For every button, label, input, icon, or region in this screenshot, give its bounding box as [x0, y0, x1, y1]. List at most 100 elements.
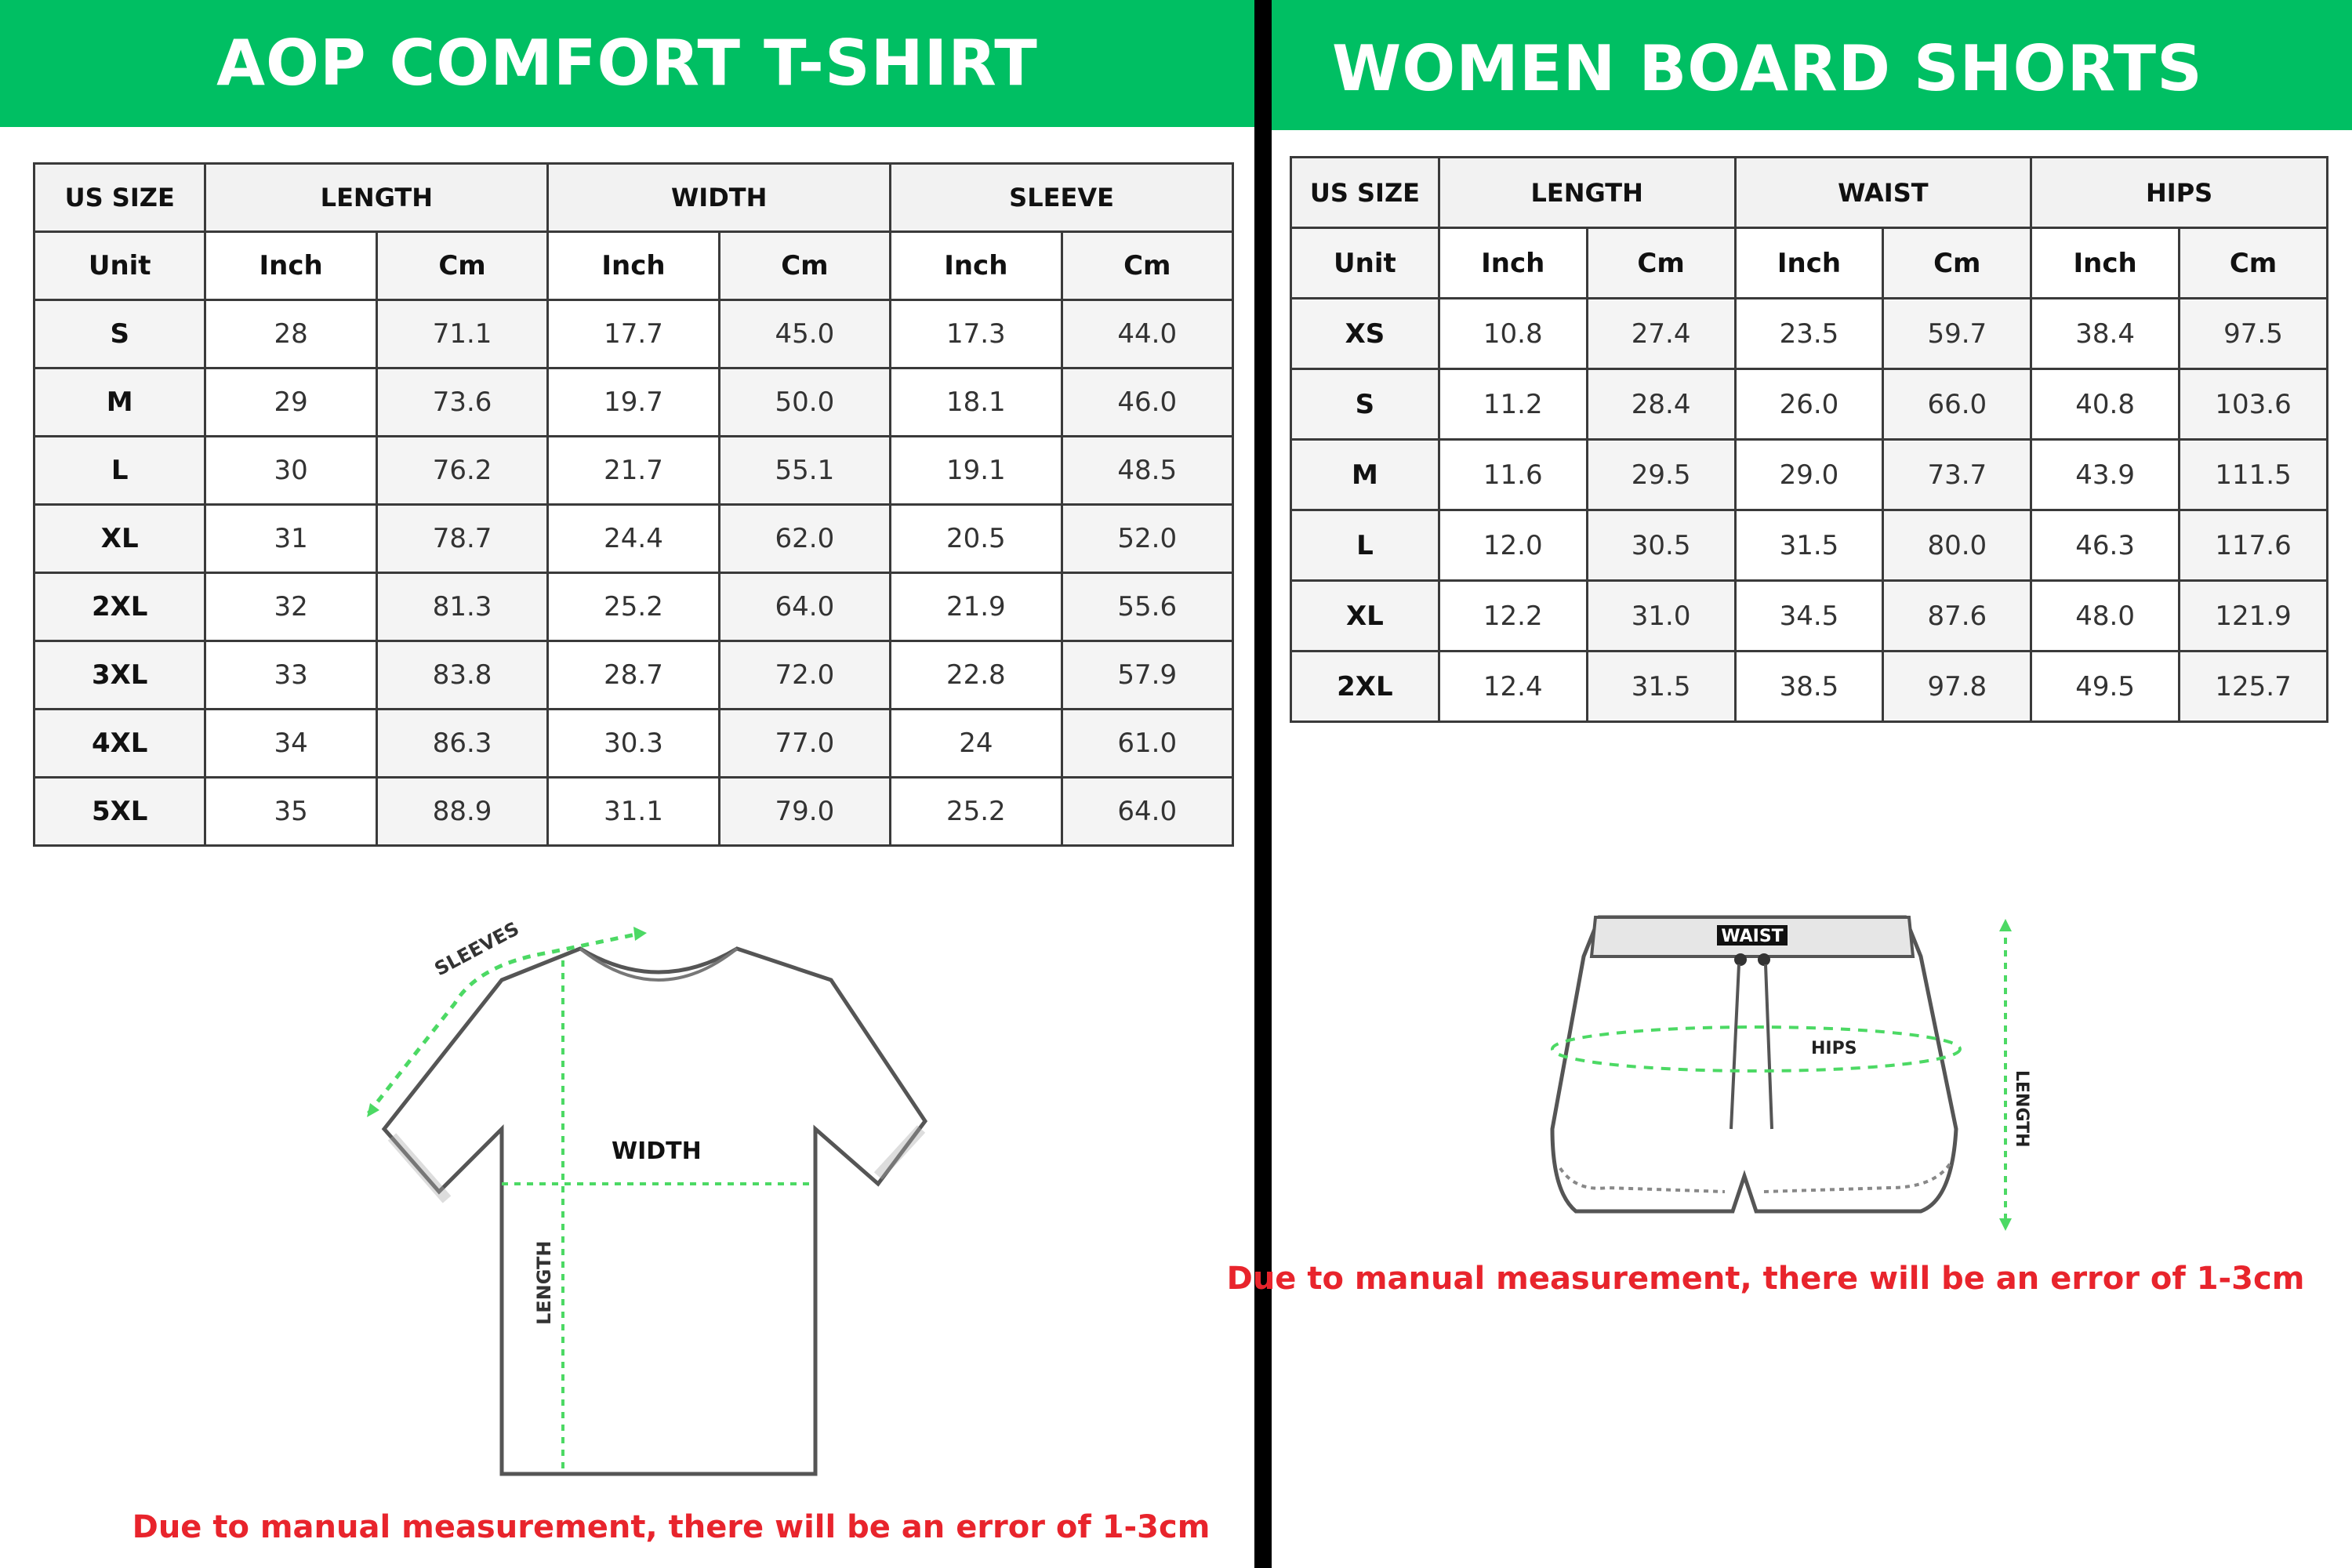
shorts-size-table: US SIZE LENGTH WAIST HIPS Unit Inch Cm Inch Cm In…: [1290, 156, 2328, 723]
value-cell: 83.8: [375, 640, 550, 710]
shorts-diagram: WAIST HIPS LENGTH: [1550, 915, 2031, 1231]
value-cell: 32: [204, 572, 378, 642]
unit-header: Cm: [1585, 227, 1737, 299]
column-header: US SIZE: [32, 162, 207, 233]
value-cell: 78.7: [375, 503, 550, 574]
size-cell: S: [32, 299, 207, 369]
value-cell: 11.2: [1437, 368, 1588, 441]
value-cell: 111.5: [2178, 438, 2328, 511]
size-cell: M: [1290, 438, 1440, 511]
value-cell: 33: [204, 640, 378, 710]
unit-header: Cm: [375, 230, 550, 301]
length-label: LENGTH: [533, 1240, 555, 1325]
value-cell: 19.1: [889, 435, 1063, 506]
unit-header: Inch: [2030, 227, 2181, 299]
value-cell: 29.0: [1733, 438, 1885, 511]
value-cell: 28.4: [1585, 368, 1737, 441]
value-cell: 35: [204, 776, 378, 847]
table-row: S 28 71.1 17.7 45.0 17.3 44.0: [32, 299, 1235, 369]
value-cell: 81.3: [375, 572, 550, 642]
table-row: 4XL 34 86.3 30.3 77.0 24 61.0: [32, 708, 1235, 779]
unit-header: Cm: [1882, 227, 2033, 299]
value-cell: 87.6: [1882, 579, 2033, 652]
column-header: LENGTH: [204, 162, 550, 233]
value-cell: 64.0: [717, 572, 892, 642]
table-row: S 11.2 28.4 26.0 66.0 40.8 103.6: [1290, 368, 2328, 441]
header-row: US SIZE LENGTH WIDTH SLEEVE: [32, 162, 1234, 233]
value-cell: 17.7: [546, 299, 720, 369]
column-header: WAIST: [1733, 156, 2033, 229]
waist-label: WAIST: [1721, 927, 1783, 946]
unit-header: Inch: [889, 230, 1063, 301]
value-cell: 28.7: [546, 640, 720, 710]
column-header: US SIZE: [1290, 156, 1440, 229]
value-cell: 21.7: [546, 435, 720, 506]
value-cell: 66.0: [1882, 368, 2033, 441]
value-cell: 29: [204, 367, 378, 437]
value-cell: 48.5: [1060, 435, 1235, 506]
value-cell: 50.0: [717, 367, 892, 437]
value-cell: 43.9: [2030, 438, 2181, 511]
value-cell: 12.2: [1437, 579, 1588, 652]
value-cell: 34: [204, 708, 378, 779]
table-row: XL 12.2 31.0 34.5 87.6 48.0 121.9: [1290, 579, 2328, 652]
table-row: 3XL 33 83.8 28.7 72.0 22.8 57.9: [32, 640, 1235, 710]
table-row: L 30 76.2 21.7 55.1 19.1 48.5: [32, 435, 1235, 506]
size-cell: S: [1290, 368, 1440, 441]
size-cell: XL: [1290, 579, 1440, 652]
value-cell: 73.6: [375, 367, 550, 437]
header-row: US SIZE LENGTH WAIST HIPS: [1290, 156, 2328, 229]
value-cell: 19.7: [546, 367, 720, 437]
value-cell: 72.0: [717, 640, 892, 710]
unit-header: Cm: [2178, 227, 2328, 299]
shorts-title: WOMEN BOARD SHORTS: [1272, 0, 2352, 130]
measurement-note: Due to manual measurement, there will be…: [1226, 1261, 2305, 1297]
value-cell: 49.5: [2030, 650, 2181, 723]
column-header: WIDTH: [546, 162, 892, 233]
unit-header: Inch: [1437, 227, 1588, 299]
value-cell: 125.7: [2178, 650, 2328, 723]
tshirt-diagram: SLEEVES WIDTH LENGTH: [367, 917, 928, 1476]
value-cell: 97.5: [2178, 297, 2328, 370]
value-cell: 79.0: [717, 776, 892, 847]
value-cell: 17.3: [889, 299, 1063, 369]
width-label: WIDTH: [612, 1138, 702, 1165]
value-cell: 55.6: [1060, 572, 1235, 642]
size-cell: 3XL: [32, 640, 207, 710]
tshirt-size-table: US SIZE LENGTH WIDTH SLEEVE Unit Inch Cm Inch Cm…: [32, 162, 1235, 847]
value-cell: 24: [889, 708, 1063, 779]
value-cell: 27.4: [1585, 297, 1737, 370]
size-cell: 2XL: [32, 572, 207, 642]
hips-label: HIPS: [1811, 1039, 1857, 1058]
value-cell: 57.9: [1060, 640, 1235, 710]
column-header: SLEEVE: [889, 162, 1234, 233]
value-cell: 38.5: [1733, 650, 1885, 723]
value-cell: 22.8: [889, 640, 1063, 710]
size-cell: 5XL: [32, 776, 207, 847]
value-cell: 80.0: [1882, 509, 2033, 582]
value-cell: 28: [204, 299, 378, 369]
size-cell: L: [1290, 509, 1440, 582]
value-cell: 26.0: [1733, 368, 1885, 441]
value-cell: 62.0: [717, 503, 892, 574]
table-row: M 11.6 29.5 29.0 73.7 43.9 111.5: [1290, 438, 2328, 511]
value-cell: 30.5: [1585, 509, 1737, 582]
value-cell: 31: [204, 503, 378, 574]
tshirt-title: AOP COMFORT T-SHIRT: [0, 0, 1254, 127]
value-cell: 29.5: [1585, 438, 1737, 511]
unit-header: Inch: [204, 230, 378, 301]
value-cell: 103.6: [2178, 368, 2328, 441]
value-cell: 55.1: [717, 435, 892, 506]
value-cell: 11.6: [1437, 438, 1588, 511]
value-cell: 44.0: [1060, 299, 1235, 369]
size-cell: M: [32, 367, 207, 437]
value-cell: 76.2: [375, 435, 550, 506]
value-cell: 46.3: [2030, 509, 2181, 582]
unit-row: Unit Inch Cm Inch Cm Inch Cm: [32, 230, 1235, 301]
value-cell: 38.4: [2030, 297, 2181, 370]
unit-header: Unit: [1290, 227, 1440, 299]
size-cell: L: [32, 435, 207, 506]
table-row: 2XL 32 81.3 25.2 64.0 21.9 55.6: [32, 572, 1235, 642]
value-cell: 64.0: [1060, 776, 1235, 847]
unit-row: Unit Inch Cm Inch Cm Inch Cm: [1290, 227, 2328, 299]
